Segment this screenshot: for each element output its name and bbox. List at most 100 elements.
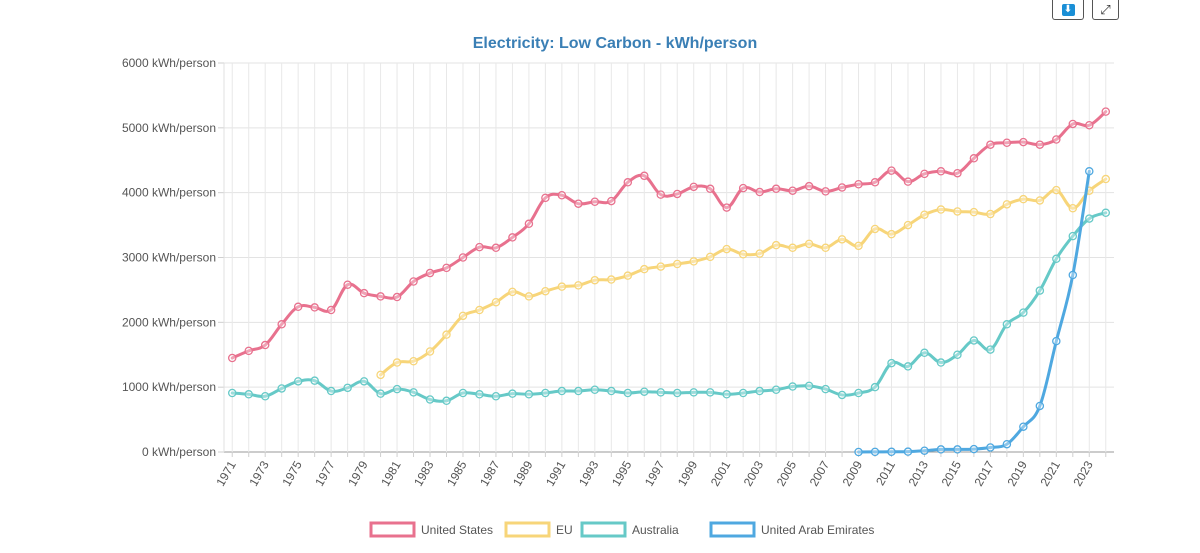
data-point[interactable] — [854, 388, 863, 398]
data-point[interactable] — [1085, 120, 1094, 130]
data-point[interactable] — [409, 277, 418, 286]
data-point[interactable] — [1002, 439, 1012, 449]
data-point[interactable] — [425, 347, 435, 356]
data-point[interactable] — [870, 178, 880, 187]
data-point[interactable] — [986, 140, 995, 149]
data-point[interactable] — [969, 444, 979, 454]
data-point[interactable] — [557, 282, 567, 291]
data-point[interactable] — [936, 167, 946, 176]
data-point[interactable] — [277, 384, 286, 393]
data-point[interactable] — [260, 391, 270, 401]
data-point[interactable] — [788, 186, 797, 195]
data-point[interactable] — [442, 330, 451, 339]
data-point[interactable] — [672, 189, 682, 199]
data-point[interactable] — [656, 262, 666, 271]
data-point[interactable] — [788, 243, 797, 253]
data-point[interactable] — [1019, 308, 1028, 317]
data-point[interactable] — [475, 390, 484, 399]
data-point[interactable] — [903, 177, 913, 186]
data-point[interactable] — [640, 387, 649, 396]
data-point[interactable] — [409, 356, 418, 366]
data-point[interactable] — [672, 388, 682, 398]
data-point[interactable] — [491, 391, 501, 401]
data-point[interactable] — [1052, 336, 1061, 346]
data-point[interactable] — [689, 257, 698, 266]
data-point[interactable] — [260, 340, 270, 350]
data-point[interactable] — [623, 388, 633, 398]
data-point[interactable] — [574, 386, 583, 396]
data-point[interactable] — [293, 302, 303, 312]
data-point[interactable] — [1068, 231, 1078, 241]
data-point[interactable] — [986, 443, 995, 452]
data-point[interactable] — [359, 288, 369, 298]
data-point[interactable] — [623, 178, 633, 187]
data-point[interactable] — [705, 184, 715, 194]
data-point[interactable] — [1052, 135, 1061, 144]
data-point[interactable] — [755, 386, 764, 396]
data-point[interactable] — [607, 275, 616, 284]
data-point[interactable] — [458, 311, 468, 321]
data-point[interactable] — [887, 166, 896, 175]
data-point[interactable] — [953, 207, 962, 216]
data-point[interactable] — [310, 303, 319, 312]
data-point[interactable] — [870, 224, 880, 234]
data-point[interactable] — [607, 196, 616, 206]
data-point[interactable] — [343, 280, 352, 289]
data-point[interactable] — [359, 377, 369, 386]
data-point[interactable] — [771, 184, 781, 194]
data-point[interactable] — [854, 447, 863, 457]
data-point[interactable] — [953, 168, 962, 178]
data-point[interactable] — [1019, 137, 1028, 147]
data-point[interactable] — [969, 207, 979, 217]
data-point[interactable] — [837, 235, 847, 244]
data-point[interactable] — [689, 388, 698, 397]
data-point[interactable] — [1035, 286, 1045, 295]
data-point[interactable] — [804, 181, 814, 191]
data-point[interactable] — [920, 446, 929, 455]
data-point[interactable] — [672, 259, 682, 269]
data-point[interactable] — [376, 370, 385, 380]
data-point[interactable] — [524, 292, 534, 301]
data-point[interactable] — [920, 169, 929, 179]
data-point[interactable] — [376, 292, 385, 301]
data-point[interactable] — [920, 348, 929, 358]
data-point[interactable] — [541, 388, 550, 398]
data-point[interactable] — [392, 384, 402, 394]
data-point[interactable] — [705, 388, 715, 397]
data-point[interactable] — [227, 388, 237, 398]
data-point[interactable] — [1101, 208, 1111, 218]
legend-item[interactable]: EU — [504, 521, 573, 538]
data-point[interactable] — [1019, 422, 1028, 431]
download-button[interactable]: ⬇ — [1052, 0, 1084, 20]
data-point[interactable] — [541, 286, 550, 296]
data-point[interactable] — [969, 336, 979, 345]
data-point[interactable] — [1002, 320, 1012, 329]
data-point[interactable] — [722, 203, 731, 212]
data-point[interactable] — [524, 219, 534, 229]
data-point[interactable] — [1085, 214, 1094, 223]
data-point[interactable] — [903, 220, 913, 230]
data-point[interactable] — [887, 447, 896, 457]
data-point[interactable] — [475, 242, 484, 252]
data-point[interactable] — [936, 205, 946, 214]
data-point[interactable] — [508, 389, 517, 398]
data-point[interactable] — [442, 396, 451, 406]
data-point[interactable] — [1101, 107, 1111, 116]
data-point[interactable] — [640, 264, 649, 274]
data-point[interactable] — [837, 183, 847, 192]
data-point[interactable] — [623, 271, 633, 280]
data-point[interactable] — [887, 358, 896, 368]
data-point[interactable] — [442, 263, 451, 273]
data-point[interactable] — [1002, 200, 1012, 209]
data-point[interactable] — [656, 190, 666, 199]
data-point[interactable] — [1052, 185, 1061, 195]
data-point[interactable] — [409, 388, 418, 397]
data-point[interactable] — [1035, 196, 1045, 205]
data-point[interactable] — [425, 395, 435, 404]
data-point[interactable] — [771, 385, 781, 395]
data-point[interactable] — [277, 320, 286, 329]
data-point[interactable] — [425, 268, 435, 278]
data-point[interactable] — [755, 187, 764, 197]
data-point[interactable] — [475, 305, 484, 315]
data-point[interactable] — [590, 385, 600, 395]
